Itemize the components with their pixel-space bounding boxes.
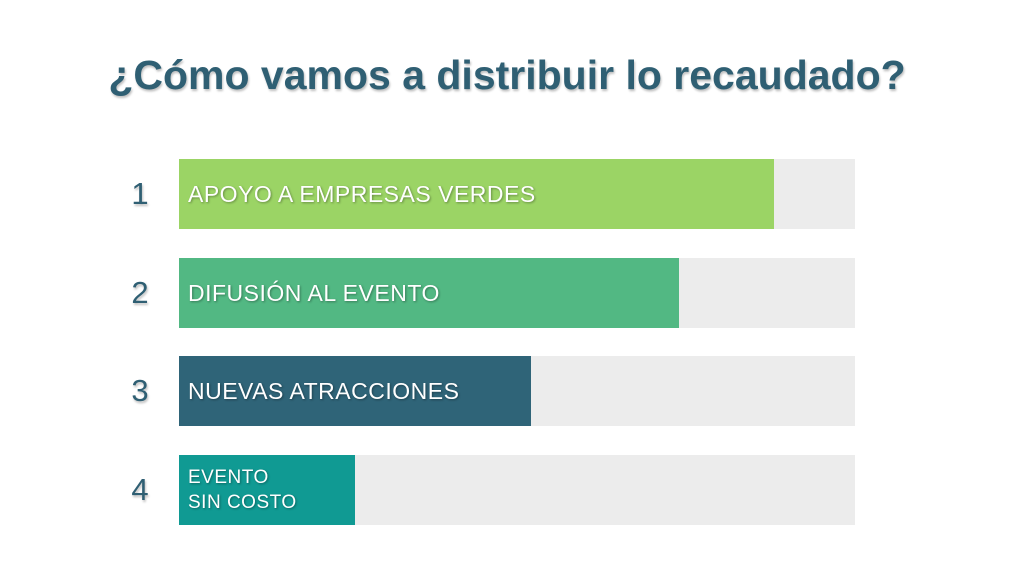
bar-fill [179,356,531,426]
bar-track: NUEVAS ATRACCIONES [179,356,855,426]
rank-number: 3 [131,373,149,408]
bar-row-2: 2 DIFUSIÓN AL EVENTO [120,258,860,328]
bar-track: DIFUSIÓN AL EVENTO [179,258,855,328]
bar-row-1: 1 APOYO A EMPRESAS VERDES [120,159,860,229]
bar-label: EVENTO SIN COSTO [188,467,297,513]
rank-number: 2 [131,275,149,310]
bar-row-3: 3 NUEVAS ATRACCIONES [120,356,860,426]
bar-track: APOYO A EMPRESAS VERDES [179,159,855,229]
rank-number: 4 [131,472,149,507]
bar-label: DIFUSIÓN AL EVENTO [188,280,440,306]
bar-fill [179,455,355,525]
bar-label: APOYO A EMPRESAS VERDES [188,181,536,207]
rank-number: 1 [131,176,149,211]
bar-row-4: 4 EVENTO SIN COSTO [120,455,860,525]
bar-fill [179,258,680,328]
page-title: ¿Cómo vamos a distribuir lo recaudado? [108,52,906,98]
bar-track: EVENTO SIN COSTO [179,455,855,525]
bar-fill [179,159,774,229]
bar-label: NUEVAS ATRACCIONES [188,378,460,404]
